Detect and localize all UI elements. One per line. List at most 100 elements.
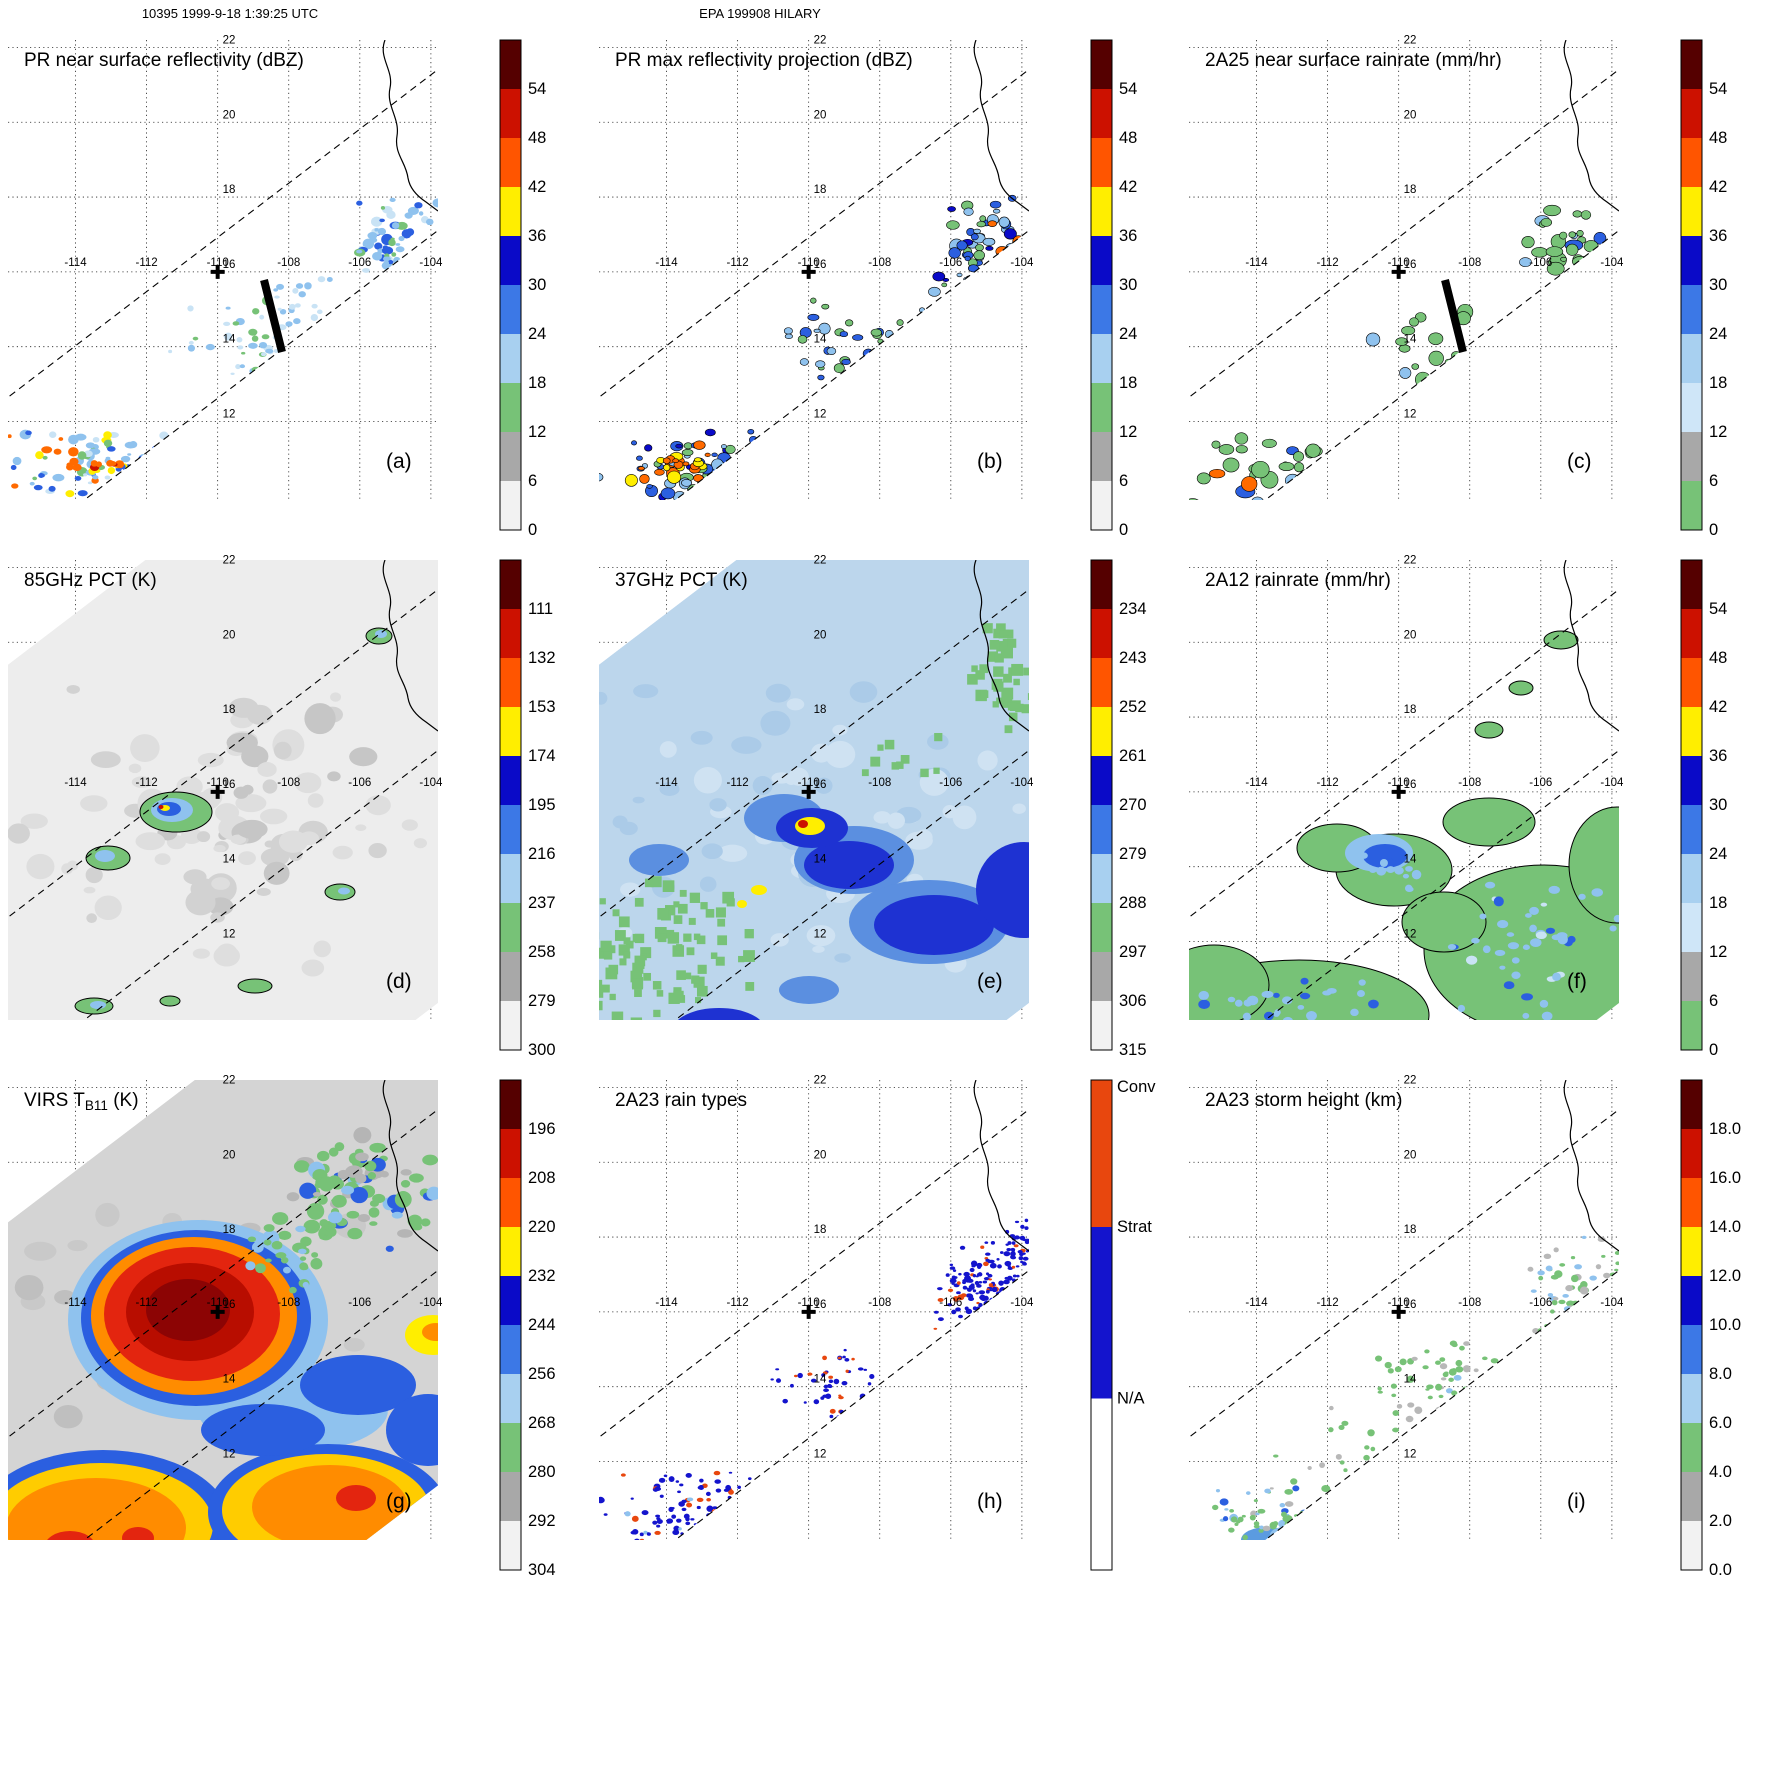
lat-tick-label: 12 [813, 408, 826, 420]
coastline [1563, 1080, 1619, 1252]
lat-tick-label: 14 [1404, 854, 1417, 866]
tick-labels: -114 -112 -110 -108 -106 -104 22 20 18 16 14 12 [655, 34, 1034, 420]
tick-labels: -114 -112 -110 -108 -106 -104 22 20 18 16 14 12 [64, 554, 443, 940]
colorbar-tick-label: 0 [1119, 521, 1128, 539]
lat-tick-label: 18 [1404, 1224, 1417, 1236]
lon-tick-label: -106 [939, 257, 962, 269]
colorbar-segment [500, 383, 521, 432]
storm-center-marker [210, 784, 225, 799]
panel-c-colorbar: 54 48 42 36 30 24 18 12 6 0 [1680, 39, 1727, 539]
lon-tick-label: -112 [136, 1297, 158, 1309]
panel-a: -114 -112 -110 -108 -106 -104 22 20 18 16 14 12 PR n… [0, 26, 590, 546]
colorbar-segment [500, 1276, 521, 1325]
lat-tick-label: 22 [223, 554, 236, 566]
lat-tick-label: 20 [1404, 109, 1417, 121]
colorbar-segment [1681, 481, 1702, 530]
colorbar-segment [1681, 432, 1702, 481]
colorbar-segment [500, 952, 521, 1001]
lat-tick-label: 16 [813, 779, 826, 791]
swath-data [1189, 630, 1619, 1020]
lat-tick-label: 20 [223, 629, 236, 641]
colorbar-segment [1681, 236, 1702, 285]
lat-tick-label: 18 [223, 1224, 236, 1236]
colorbar-tick-label: 42 [1709, 698, 1727, 716]
lat-tick-label: 20 [223, 1149, 236, 1161]
lon-tick-label: -114 [655, 1297, 678, 1309]
colorbar-segment [500, 89, 521, 138]
lat-tick-label: 12 [223, 1448, 236, 1460]
lat-tick-label: 22 [1404, 34, 1417, 46]
tick-labels: -114 -112 -110 -108 -106 -104 22 20 18 16 14 12 [655, 1074, 1034, 1460]
panel-g-figure: -114 -112 -110 -108 -106 -104 22 20 18 16 14 12 VIRS… [8, 1074, 556, 1579]
lat-tick-label: 16 [813, 1299, 826, 1311]
lon-tick-label: -112 [1317, 257, 1339, 269]
colorbar-tick-label: 42 [1709, 178, 1727, 196]
lon-tick-label: -104 [419, 777, 443, 789]
lat-tick-label: 22 [813, 1074, 826, 1086]
colorbar-segment [500, 560, 521, 609]
colorbar-tick-label: 216 [528, 845, 556, 863]
lat-tick-label: 16 [223, 779, 236, 791]
colorbar-tick-label: 292 [528, 1512, 556, 1530]
colorbar-segment [500, 1423, 521, 1472]
colorbar-segment [1090, 1001, 1112, 1050]
colorbar-segment [1681, 854, 1702, 903]
colorbar-segment [1681, 756, 1702, 805]
colorbar-tick-label: 306 [1119, 992, 1147, 1010]
lat-tick-label: 18 [813, 184, 826, 196]
colorbar-segment [1090, 707, 1112, 756]
colorbar-segment [500, 334, 521, 383]
panel-e-colorbar: 234 243 252 261 270 279 288 297 306 315 [1090, 559, 1147, 1059]
colorbar-tick-label: 36 [1119, 227, 1137, 245]
colorbar-segment [1090, 285, 1112, 334]
colorbar-tick-label: 6 [528, 472, 537, 490]
lon-tick-label: -106 [348, 1297, 371, 1309]
swath-data [1189, 204, 1619, 500]
colorbar-segment [1681, 560, 1702, 609]
colorbar-tick-label: 36 [1709, 227, 1727, 245]
colorbar-tick-label: 0 [1709, 1041, 1718, 1059]
lat-tick-label: 20 [813, 109, 826, 121]
colorbar-tick-label: 30 [1119, 276, 1137, 294]
panel-e-letter: (e) [977, 970, 1003, 993]
lon-tick-label: -110 [797, 1297, 819, 1309]
colorbar-tick-label: 258 [528, 943, 556, 961]
lon-tick-label: -110 [797, 777, 819, 789]
colorbar-segment [1681, 334, 1702, 383]
colorbar-type-label: Strat [1117, 1218, 1152, 1236]
lat-tick-label: 16 [1404, 779, 1417, 791]
colorbar-segment [500, 1521, 521, 1570]
lat-lon-grid [598, 40, 1029, 500]
lon-tick-label: -114 [1245, 257, 1268, 269]
panel-b: -114 -112 -110 -108 -106 -104 22 20 18 16 14 12 PR m… [591, 26, 1181, 546]
colorbar-segment [500, 707, 521, 756]
colorbar-tick-label: 48 [1709, 129, 1727, 147]
lon-tick-label: -106 [348, 777, 371, 789]
lon-tick-label: -110 [1388, 1297, 1410, 1309]
colorbar-tick-label: 12 [528, 423, 546, 441]
colorbar-tick-label: 36 [1709, 747, 1727, 765]
cross-section-line [260, 279, 286, 353]
colorbar-tick-label: 4.0 [1709, 1463, 1732, 1481]
colorbar-tick-label: 0 [528, 521, 537, 539]
colorbar-segment [1681, 1325, 1702, 1374]
colorbar-tick-label: 304 [528, 1561, 556, 1579]
colorbar-segment [500, 236, 521, 285]
colorbar-tick-label: 24 [528, 325, 546, 343]
colorbar-segment [1681, 1178, 1702, 1227]
colorbar-type-label: N/A [1117, 1390, 1145, 1408]
colorbar-segment [1681, 89, 1702, 138]
colorbar-segment [1681, 1521, 1702, 1570]
colorbar-tick-label: 2.0 [1709, 1512, 1732, 1530]
lat-tick-label: 14 [223, 1374, 236, 1386]
coastline [973, 40, 1029, 212]
colorbar-tick-label: 256 [528, 1365, 556, 1383]
lon-tick-label: -112 [726, 777, 748, 789]
panel-h-letter: (h) [977, 1490, 1003, 1513]
lat-tick-label: 20 [813, 629, 826, 641]
lat-tick-label: 18 [1404, 704, 1417, 716]
tick-labels: -114 -112 -110 -108 -106 -104 22 20 18 16 14 12 [64, 34, 443, 420]
panel-d: -114 -112 -110 -108 -106 -104 22 20 18 16 14 12 85GH… [0, 546, 590, 1066]
colorbar-tick-label: 196 [528, 1120, 556, 1138]
panel-f-figure: -114 -112 -110 -108 -106 -104 22 20 18 16 14 12 2A12… [1189, 554, 1727, 1059]
